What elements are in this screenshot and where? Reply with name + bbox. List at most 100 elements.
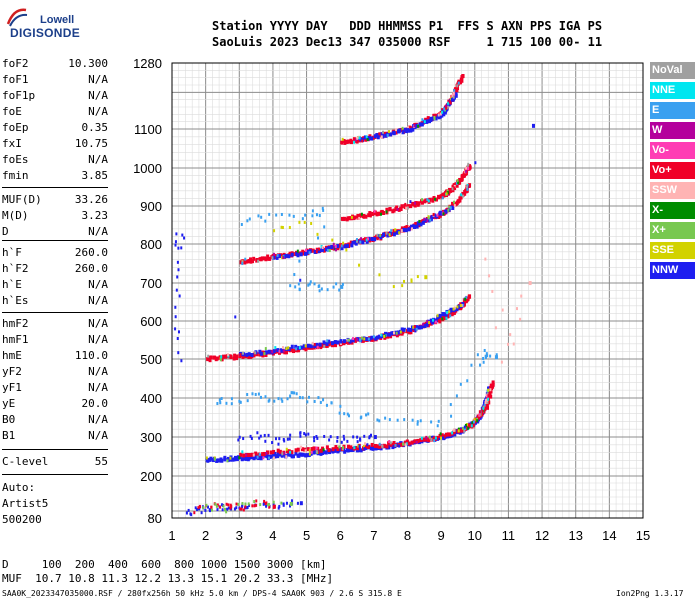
echo-point: [392, 441, 396, 446]
x-tick-label: 2: [202, 528, 209, 543]
echo-point: [265, 451, 268, 455]
echo-point: [340, 284, 344, 289]
echo-point: [366, 237, 369, 241]
echo-point: [396, 418, 399, 422]
echo-point: [385, 231, 388, 235]
echo-point: [482, 356, 485, 360]
echo-point: [468, 183, 472, 188]
echo-point: [413, 124, 416, 128]
echo-point: [273, 252, 276, 256]
echo-point: [267, 349, 271, 354]
echo-point: [241, 502, 244, 506]
echo-point: [484, 401, 487, 405]
echo-point: [319, 400, 322, 404]
plot-frame: [171, 62, 644, 519]
param-value: 55: [94, 455, 108, 468]
echo-point: [327, 339, 331, 344]
echo-point: [446, 432, 450, 437]
echo-point: [385, 332, 389, 337]
echo-point: [386, 233, 390, 238]
echo-point: [252, 256, 256, 261]
echo-point: [444, 312, 448, 317]
echo-point: [281, 256, 284, 260]
echo-point: [381, 134, 385, 139]
echo-point: [371, 135, 375, 140]
echo-point: [343, 412, 346, 416]
echo-point: [489, 385, 493, 390]
echo-point: [273, 253, 277, 258]
echo-point: [375, 335, 379, 340]
echo-point: [238, 435, 241, 439]
echo-point: [230, 402, 233, 406]
echo-point: [227, 506, 230, 510]
echo-point: [361, 139, 364, 143]
param-value: 10.300: [68, 57, 108, 70]
echo-point: [331, 447, 335, 452]
echo-point: [177, 330, 180, 334]
echo-point: [257, 259, 260, 263]
echo-point: [431, 320, 435, 325]
echo-point: [347, 340, 351, 345]
param-value: N/A: [88, 278, 108, 291]
echo-point: [371, 211, 375, 216]
echo-point: [486, 398, 489, 402]
echo-point: [406, 206, 409, 210]
echo-point: [394, 130, 398, 135]
echo-point: [465, 166, 468, 170]
echo-point: [259, 351, 263, 356]
param-name: B0: [2, 413, 16, 426]
param-h-f2: h`F2 260.0: [2, 261, 108, 277]
echo-point: [259, 456, 263, 461]
echo-point: [416, 275, 419, 279]
echo-point: [439, 436, 442, 440]
param-name: yF2: [2, 365, 22, 378]
echo-point: [244, 257, 247, 261]
echo-point: [405, 225, 409, 230]
echo-point: [247, 456, 251, 461]
echo-point: [311, 248, 315, 253]
echo-point: [382, 232, 385, 236]
echo-point: [372, 445, 376, 450]
echo-point: [481, 409, 484, 413]
echo-point: [417, 325, 421, 330]
echo-point: [482, 407, 485, 411]
echo-point: [229, 456, 232, 460]
echo-point: [335, 282, 338, 286]
echo-point: [275, 213, 278, 217]
echo-point: [282, 503, 285, 507]
echo-point: [447, 208, 450, 212]
param-name: hmE: [2, 349, 22, 362]
echo-point: [420, 198, 423, 202]
param-value: N/A: [88, 225, 108, 238]
echo-point: [450, 98, 453, 102]
echo-point: [451, 206, 455, 210]
echo-point: [443, 107, 446, 111]
echo-point: [292, 214, 295, 218]
echo-point: [296, 253, 300, 258]
echo-point: [331, 341, 335, 346]
echo-point: [219, 401, 222, 405]
echo-point: [388, 130, 391, 134]
echo-point: [239, 400, 242, 404]
param-foep: foEp 0.35: [2, 120, 108, 136]
echo-point: [272, 503, 275, 507]
echo-point: [367, 337, 370, 341]
echo-point: [491, 380, 495, 385]
echo-point: [391, 231, 395, 236]
echo-point: [180, 246, 183, 250]
param-name: foF1: [2, 73, 29, 86]
param-value: 0.35: [81, 121, 109, 134]
echo-point: [467, 423, 471, 428]
echo-point: [346, 216, 350, 221]
echo-point: [340, 440, 343, 444]
echo-point: [325, 445, 329, 450]
echo-point: [304, 433, 307, 437]
echo-point: [196, 508, 199, 512]
echo-point: [301, 452, 305, 457]
echo-point: [289, 501, 293, 506]
echo-point: [482, 360, 485, 364]
echo-point: [254, 454, 258, 459]
echo-point: [301, 396, 304, 400]
echo-point: [251, 353, 254, 357]
echo-point: [351, 338, 355, 343]
